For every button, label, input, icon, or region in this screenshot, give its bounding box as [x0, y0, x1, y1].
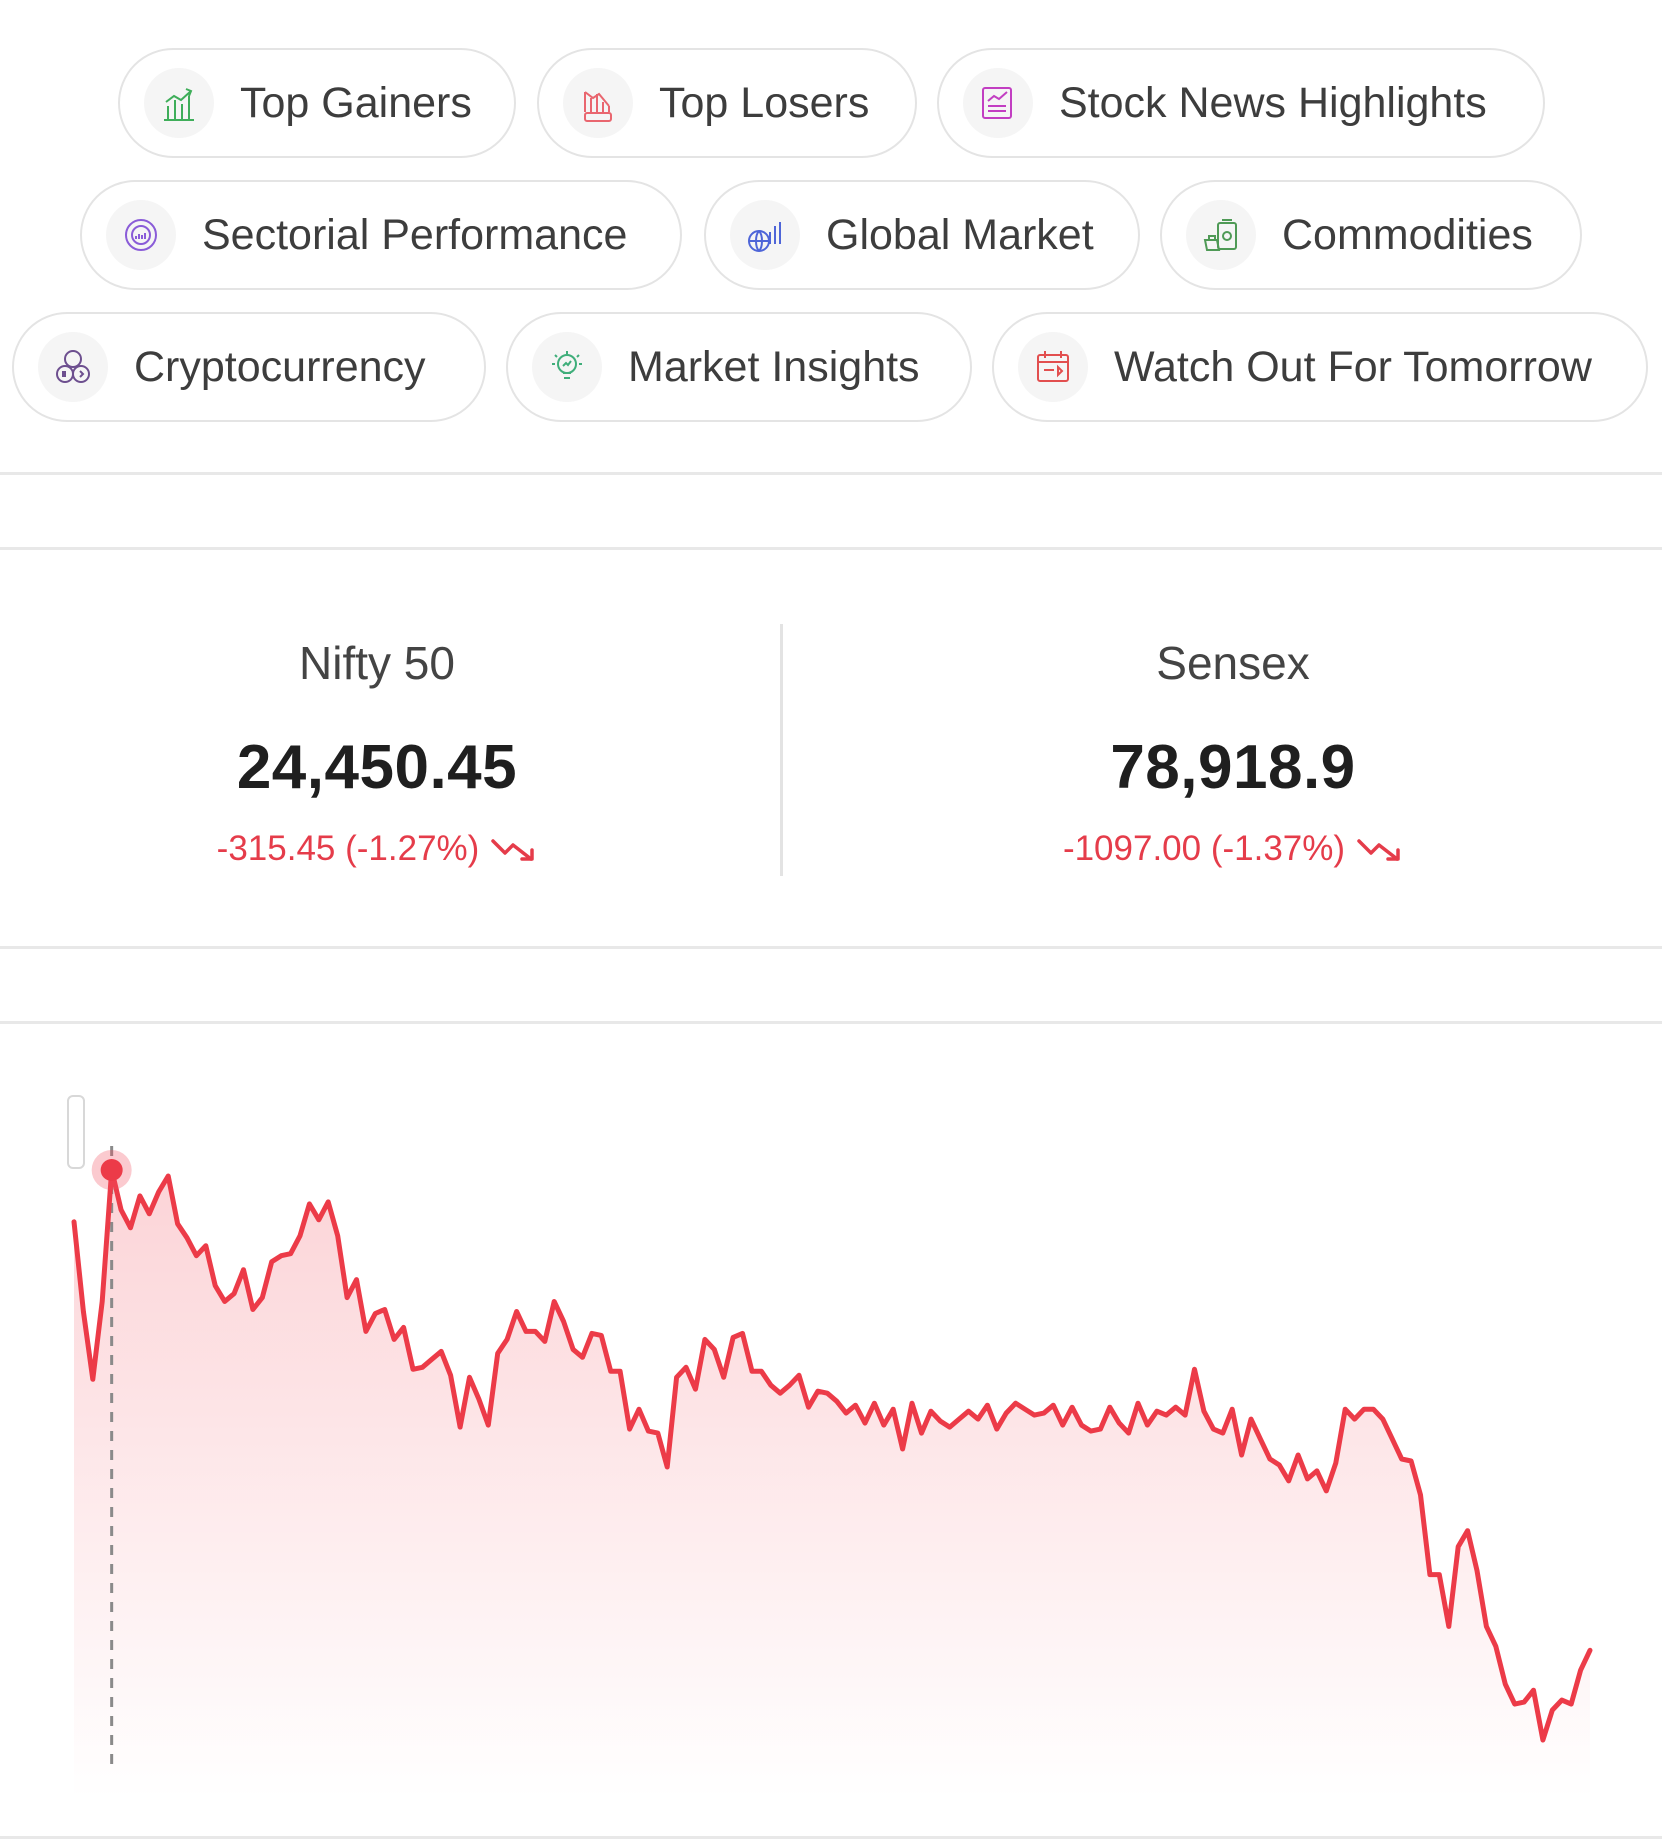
- chip-label: Watch Out For Tomorrow: [1114, 342, 1592, 391]
- chip-stock-news[interactable]: Stock News Highlights: [937, 48, 1545, 158]
- section-divider: [0, 1021, 1662, 1024]
- chip-label: Commodities: [1282, 210, 1533, 259]
- quick-links-row-3: Cryptocurrency Market Insights Watch Out…: [0, 312, 1662, 426]
- index-change: -1097.00 (-1.37%): [1063, 829, 1403, 869]
- chart-area-fill: [74, 1170, 1590, 1798]
- global-market-icon: [730, 200, 800, 270]
- cryptocurrency-icon: [38, 332, 108, 402]
- market-insights-icon: [532, 332, 602, 402]
- index-change-text: -1097.00 (-1.37%): [1062, 829, 1346, 868]
- chip-label: Top Losers: [659, 78, 870, 127]
- index-change-text: -315.45 (-1.27%): [216, 829, 480, 868]
- chip-label: Global Market: [826, 210, 1094, 259]
- index-name: Sensex: [1156, 637, 1310, 689]
- section-divider: [0, 472, 1662, 475]
- sensex-card[interactable]: Sensex 78,918.9 -1097.00 (-1.37%): [820, 548, 1646, 888]
- chip-label: Cryptocurrency: [134, 342, 426, 391]
- vertical-separator: [780, 624, 783, 876]
- chip-label: Sectorial Performance: [202, 210, 628, 259]
- chart-price-line: [71, 1167, 1593, 1743]
- index-value: 78,918.9: [1110, 733, 1356, 802]
- chip-commodities[interactable]: Commodities: [1160, 180, 1582, 290]
- watch-out-icon: [1018, 332, 1088, 402]
- section-divider: [0, 946, 1662, 949]
- chip-global-market[interactable]: Global Market: [704, 180, 1140, 290]
- section-divider: [0, 547, 1662, 550]
- section-divider: [0, 1836, 1662, 1839]
- chip-watch-out-for-tomorrow[interactable]: Watch Out For Tomorrow: [992, 312, 1648, 422]
- chip-top-gainers[interactable]: Top Gainers: [118, 48, 516, 158]
- chart-highlight-point[interactable]: [100, 1159, 123, 1181]
- top-losers-icon: [563, 68, 633, 138]
- chip-label: Market Insights: [628, 342, 920, 391]
- stock-news-icon: [963, 68, 1033, 138]
- chip-sectorial-performance[interactable]: Sectorial Performance: [80, 180, 682, 290]
- index-value: 24,450.45: [236, 733, 518, 802]
- sectorial-performance-icon: [106, 200, 176, 270]
- index-name: Nifty 50: [299, 637, 455, 689]
- trend-down-icon: [491, 839, 535, 861]
- top-gainers-icon: [144, 68, 214, 138]
- chip-top-losers[interactable]: Top Losers: [537, 48, 917, 158]
- chip-cryptocurrency[interactable]: Cryptocurrency: [12, 312, 486, 422]
- index-change: -315.45 (-1.27%): [217, 829, 538, 869]
- commodities-icon: [1186, 200, 1256, 270]
- chart-tooltip-edge: [67, 1095, 85, 1169]
- nifty-50-card[interactable]: Nifty 50 24,450.45 -315.45 (-1.27%): [0, 548, 754, 888]
- trend-down-icon: [1357, 839, 1400, 861]
- chip-label: Top Gainers: [240, 78, 472, 127]
- chip-label: Stock News Highlights: [1059, 78, 1487, 127]
- quick-links-row-1: Top Gainers Top Losers Stock News Highli…: [0, 48, 1662, 162]
- intraday-chart[interactable]: [0, 1028, 1662, 1842]
- quick-links-row-2: Sectorial Performance Global Market: [0, 180, 1662, 294]
- chip-market-insights[interactable]: Market Insights: [506, 312, 972, 422]
